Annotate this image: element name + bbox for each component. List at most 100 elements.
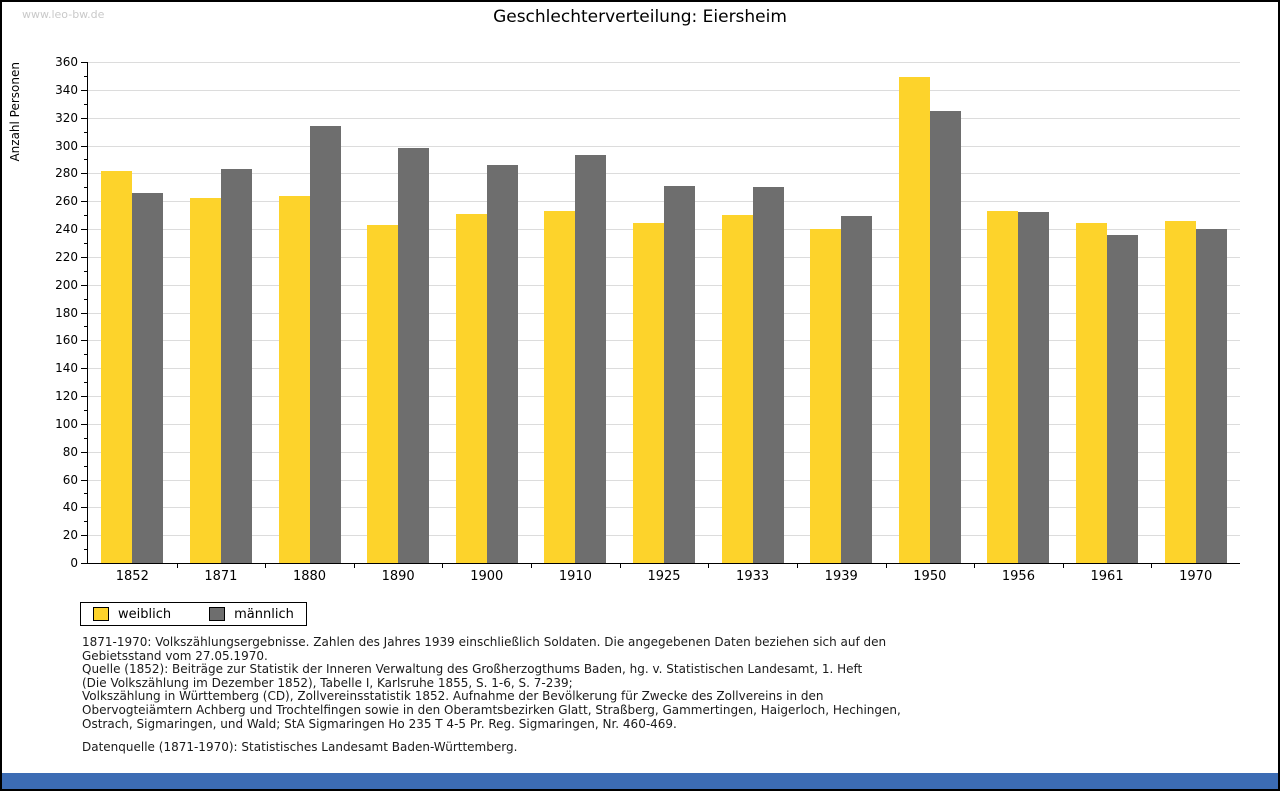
bar-männlich-1961 bbox=[1107, 234, 1139, 563]
bar-weiblich-1900 bbox=[455, 213, 487, 563]
y-tick-label: 160 bbox=[55, 333, 78, 348]
y-axis-major-tick bbox=[81, 479, 88, 481]
y-axis-minor-tick bbox=[84, 409, 88, 411]
y-tick-label: 100 bbox=[55, 416, 78, 431]
bar-weiblich-1956 bbox=[987, 210, 1019, 563]
x-tick-label: 1871 bbox=[204, 569, 238, 584]
x-tick-label: 1970 bbox=[1179, 569, 1213, 584]
y-axis-minor-tick bbox=[84, 75, 88, 77]
y-axis-minor-tick bbox=[84, 159, 88, 161]
y-axis-minor-tick bbox=[84, 298, 88, 300]
legend-label: weiblich bbox=[118, 606, 172, 622]
y-tick-label: 280 bbox=[55, 166, 78, 181]
y-tick-label: 40 bbox=[62, 500, 78, 515]
y-axis-major-tick bbox=[81, 201, 88, 203]
bar-männlich-1890 bbox=[398, 148, 430, 563]
y-axis-minor-tick bbox=[84, 493, 88, 495]
x-tick-label: 1933 bbox=[736, 569, 770, 584]
y-tick-label: 140 bbox=[55, 361, 78, 376]
y-tick-label: 300 bbox=[55, 138, 78, 153]
y-axis-minor-tick bbox=[84, 215, 88, 217]
bar-männlich-1956 bbox=[1018, 212, 1050, 563]
x-tick-label: 1852 bbox=[115, 569, 149, 584]
footnote-line: 1871-1970: Volkszählungsergebnisse. Zahl… bbox=[82, 635, 887, 649]
x-axis-tick bbox=[974, 563, 976, 568]
y-tick-label: 0 bbox=[70, 556, 78, 570]
y-axis-major-tick bbox=[81, 451, 88, 453]
bar-weiblich-1852 bbox=[101, 170, 133, 563]
y-tick-label: 180 bbox=[55, 305, 78, 320]
x-tick-label: 1961 bbox=[1090, 569, 1124, 584]
y-axis-major-tick bbox=[81, 368, 88, 370]
bar-weiblich-1890 bbox=[367, 224, 399, 563]
footnote-line: Gebietsstand vom 27.05.1970. bbox=[82, 648, 268, 663]
watermark-url: www.leo-bw.de bbox=[22, 8, 105, 21]
y-axis-minor-tick bbox=[84, 521, 88, 523]
y-axis-major-tick bbox=[81, 535, 88, 537]
y-tick-label: 340 bbox=[55, 82, 78, 97]
bar-männlich-1852 bbox=[132, 192, 164, 563]
y-axis-minor-tick bbox=[84, 242, 88, 244]
y-tick-label: 120 bbox=[55, 389, 78, 403]
x-axis-tick bbox=[885, 563, 887, 568]
bar-weiblich-1880 bbox=[278, 195, 310, 563]
y-axis-minor-tick bbox=[84, 103, 88, 105]
legend-item-männlich: männlich bbox=[209, 607, 294, 622]
y-gridline bbox=[88, 145, 1240, 147]
bar-männlich-1950 bbox=[929, 110, 961, 563]
footnote-line: Ostrach, Sigmaringen, und Wald; StA Sigm… bbox=[82, 716, 677, 731]
y-axis-major-tick bbox=[81, 396, 88, 397]
bar-männlich-1970 bbox=[1195, 229, 1227, 563]
y-axis-major-tick bbox=[81, 340, 88, 342]
y-tick-label: 60 bbox=[62, 472, 78, 487]
legend-swatch-weiblich bbox=[93, 607, 109, 621]
y-gridline bbox=[88, 117, 1240, 119]
legend-swatch-männlich bbox=[209, 607, 226, 621]
footnote-line: Volkszählung in Württemberg (CD), Zollve… bbox=[82, 689, 824, 704]
legend-items: weiblich männlich bbox=[93, 607, 294, 622]
y-axis-major-tick bbox=[81, 145, 88, 147]
bar-männlich-1900 bbox=[486, 164, 518, 563]
x-tick-label: 1956 bbox=[1001, 569, 1035, 584]
footer-bar bbox=[2, 773, 1278, 789]
bar-männlich-1910 bbox=[575, 155, 607, 563]
bar-männlich-1925 bbox=[664, 185, 695, 563]
bar-weiblich-1933 bbox=[721, 215, 753, 563]
y-axis-minor-tick bbox=[84, 382, 88, 384]
y-tick-label: 20 bbox=[62, 528, 78, 543]
x-axis-tick bbox=[531, 563, 533, 568]
bar-weiblich-1950 bbox=[898, 77, 930, 563]
y-axis-minor-tick bbox=[84, 131, 88, 133]
y-gridline bbox=[88, 62, 1240, 63]
x-tick-label: 1880 bbox=[292, 569, 327, 584]
bar-weiblich-1939 bbox=[810, 229, 842, 563]
y-axis-major-tick bbox=[81, 256, 88, 258]
plot-area: 0 20 40 60 80 100 120 140 160 180 200 220 240 260 280 3… bbox=[55, 55, 1240, 584]
x-axis-tick bbox=[265, 563, 267, 568]
chart-title: Geschlechterverteilung: Eiersheim bbox=[493, 7, 787, 27]
y-axis-major-tick bbox=[81, 563, 88, 564]
datasource-line: Datenquelle (1871-1970): Statistisches L… bbox=[82, 740, 518, 754]
y-axis-major-tick bbox=[81, 312, 88, 314]
datasource-wrap: Datenquelle (1871-1970): Statistisches L… bbox=[82, 740, 1262, 755]
bar-weiblich-1910 bbox=[544, 210, 576, 563]
x-tick-label: 1950 bbox=[913, 569, 947, 584]
bar-männlich-1871 bbox=[220, 169, 252, 563]
x-axis-tick bbox=[442, 563, 444, 568]
y-axis-major-tick bbox=[81, 89, 88, 91]
y-tick-label: 240 bbox=[55, 222, 78, 236]
y-axis-major-tick bbox=[81, 423, 88, 425]
legend-box: weiblich männlich bbox=[80, 602, 307, 626]
y-axis-minor-tick bbox=[84, 465, 88, 467]
y-axis-major-tick bbox=[81, 507, 88, 509]
y-axis-minor-tick bbox=[84, 354, 88, 356]
bar-weiblich-1871 bbox=[189, 198, 221, 563]
y-axis-minor-tick bbox=[84, 187, 88, 189]
x-axis-tick bbox=[353, 563, 355, 568]
bar-männlich-1880 bbox=[309, 126, 341, 563]
footnote-line: Obervogteiämtern Achberg und Trochtelfin… bbox=[82, 702, 901, 717]
legend-item-weiblich: weiblich bbox=[93, 607, 171, 622]
footnotes: 1871-1970: Volkszählungsergebnisse. Zahl… bbox=[82, 635, 1262, 731]
x-axis-tick bbox=[619, 563, 621, 568]
y-axis-major-tick bbox=[81, 62, 88, 63]
